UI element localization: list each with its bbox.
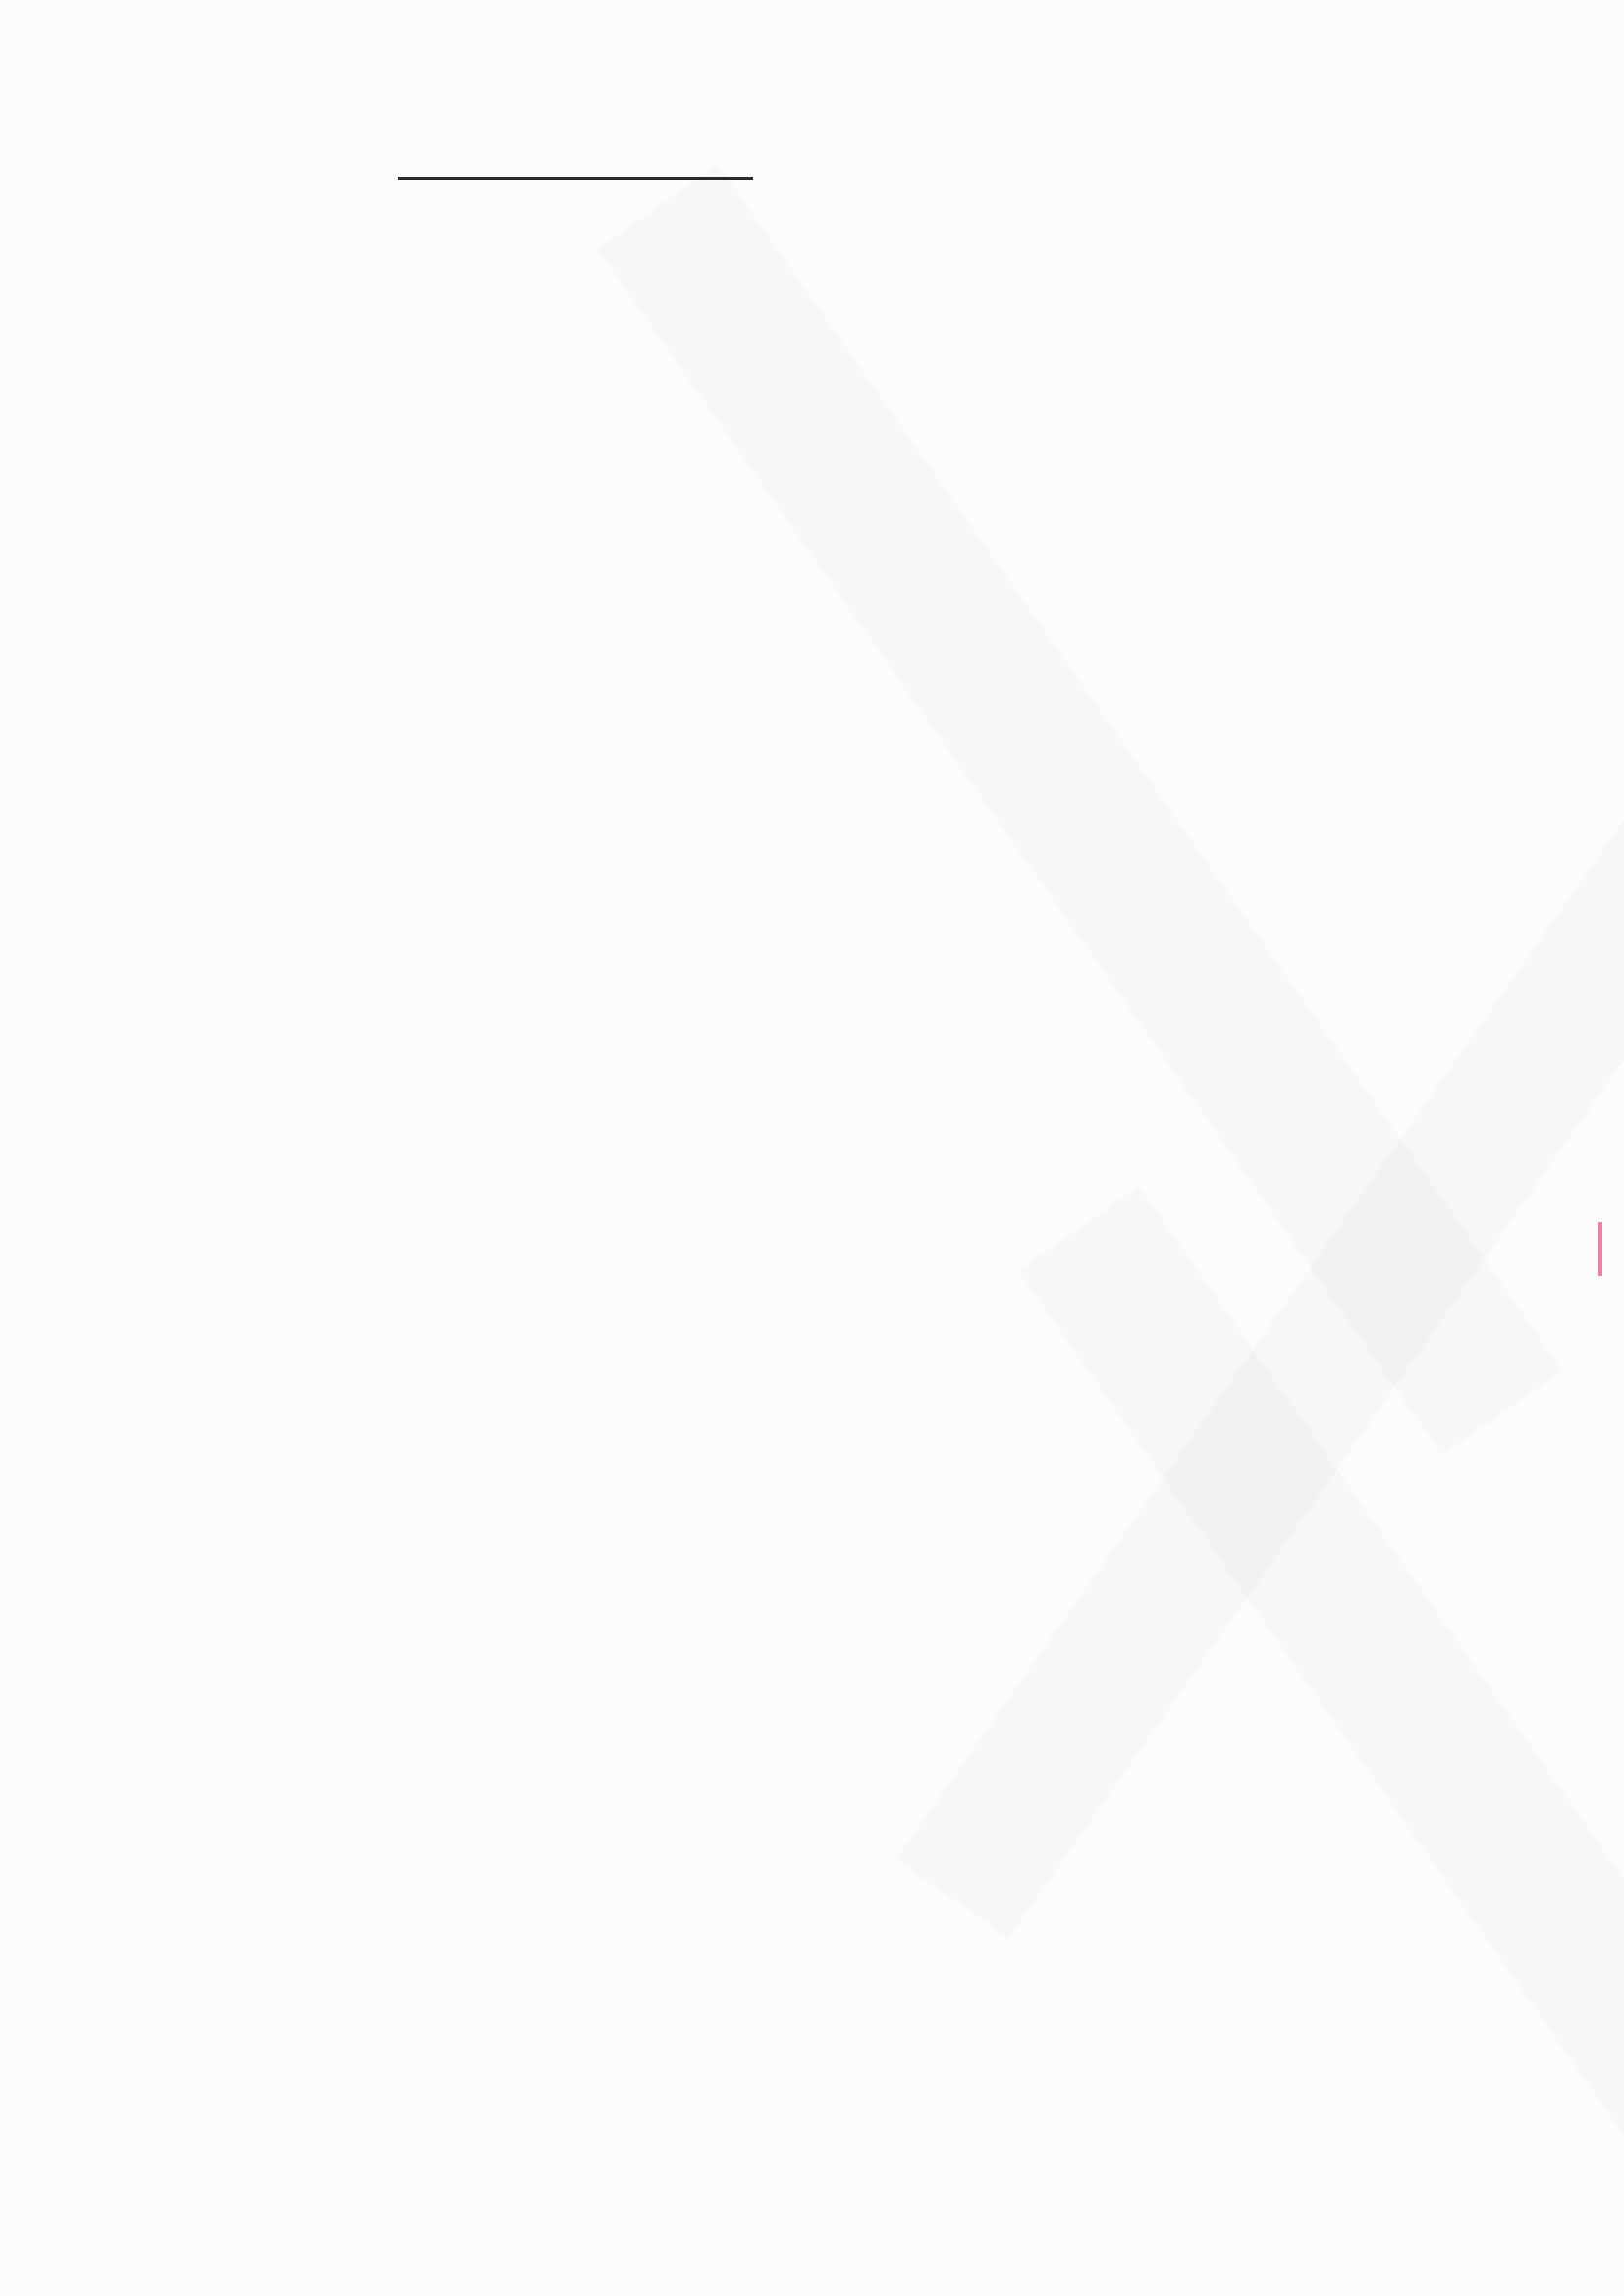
red-scan-mark bbox=[1598, 1222, 1602, 1276]
scan-band bbox=[895, 653, 1624, 1938]
scan-band bbox=[597, 165, 1562, 1456]
scan-band bbox=[1018, 1187, 1624, 2296]
report-no-underline bbox=[398, 177, 753, 180]
